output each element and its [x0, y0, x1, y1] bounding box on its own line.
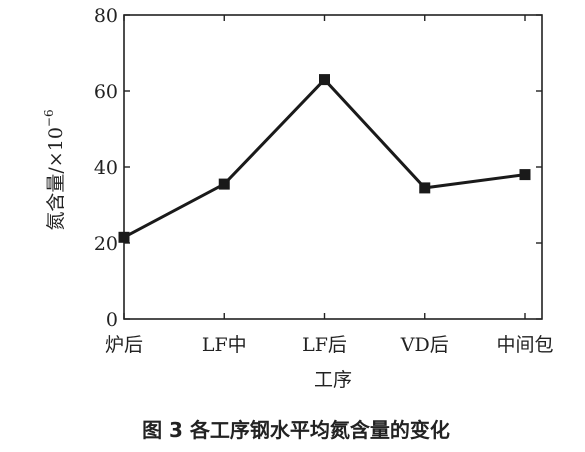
plot-frame: [123, 14, 543, 320]
data-point-marker: [519, 169, 531, 181]
y-axis: 0 20 40 60 80: [94, 5, 542, 331]
series-line: [123, 77, 526, 239]
x-axis-title: 工序: [314, 369, 352, 391]
x-tick-label: VD后: [400, 334, 449, 356]
x-tick-label: LF后: [302, 334, 347, 356]
series-markers: [118, 74, 531, 243]
y-tick-label: 40: [94, 157, 118, 179]
data-point-marker: [218, 178, 230, 190]
y-tick-label: 60: [94, 81, 118, 103]
x-axis: 炉后 LF中 LF后 VD后 中间包: [105, 15, 554, 356]
x-tick-label: 中间包: [496, 334, 553, 356]
y-tick-label: 80: [94, 5, 118, 27]
y-tick-label: 20: [94, 233, 118, 255]
y-axis-title-exponent: −6: [42, 109, 56, 127]
figure-caption: 图 3 各工序钢水平均氮含量的变化: [142, 418, 450, 442]
data-point-marker: [118, 231, 130, 243]
data-point-marker: [319, 74, 330, 86]
x-tick-label: 炉后: [105, 334, 143, 356]
data-point-marker: [419, 182, 431, 194]
y-tick-label: 0: [106, 309, 118, 331]
y-axis-title: 氮含量/×10−6: [42, 109, 67, 230]
y-axis-title-main: 氮含量/×10: [45, 127, 67, 231]
x-tick-label: LF中: [202, 334, 247, 356]
